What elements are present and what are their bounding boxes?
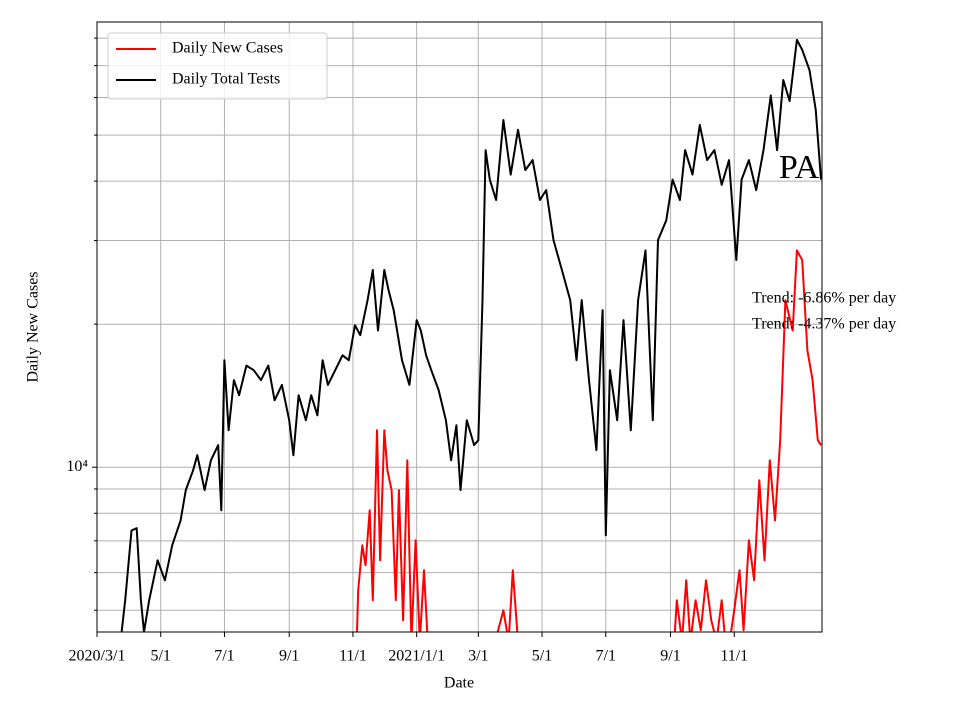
x-tick-label: 3/1 bbox=[468, 648, 488, 665]
state-label: PA bbox=[779, 149, 820, 186]
y-axis-label: Daily New Cases bbox=[25, 271, 42, 382]
x-tick-label: 11/1 bbox=[339, 648, 367, 665]
x-tick-label: 7/1 bbox=[214, 648, 234, 665]
y-tick-label: 10⁴ bbox=[66, 458, 88, 475]
plot-frame bbox=[96, 21, 823, 633]
x-tick-label: 2021/1/1 bbox=[388, 648, 445, 665]
x-axis-label: Date bbox=[444, 675, 474, 692]
x-tick-label: 9/1 bbox=[279, 648, 299, 665]
annotation: Trend: -6.86% per day bbox=[752, 290, 896, 307]
x-tick-label: 2020/3/1 bbox=[69, 648, 126, 665]
x-tick-label: 5/1 bbox=[150, 648, 170, 665]
series-line bbox=[356, 249, 822, 632]
grid bbox=[96, 22, 822, 632]
x-tick-label: 7/1 bbox=[596, 648, 616, 665]
x-tick-label: 11/1 bbox=[720, 648, 748, 665]
legend: Daily New Cases Daily Total Tests bbox=[107, 32, 328, 100]
x-tick-label: 9/1 bbox=[660, 648, 680, 665]
legend-box bbox=[107, 32, 328, 100]
x-tick-label: 5/1 bbox=[532, 648, 552, 665]
plot-lines bbox=[120, 38, 822, 632]
series-line bbox=[120, 38, 822, 632]
annotation: Trend: -4.37% per day bbox=[752, 316, 896, 333]
legend-label: Daily New Cases bbox=[172, 40, 283, 57]
legend-label: Daily Total Tests bbox=[172, 71, 280, 88]
